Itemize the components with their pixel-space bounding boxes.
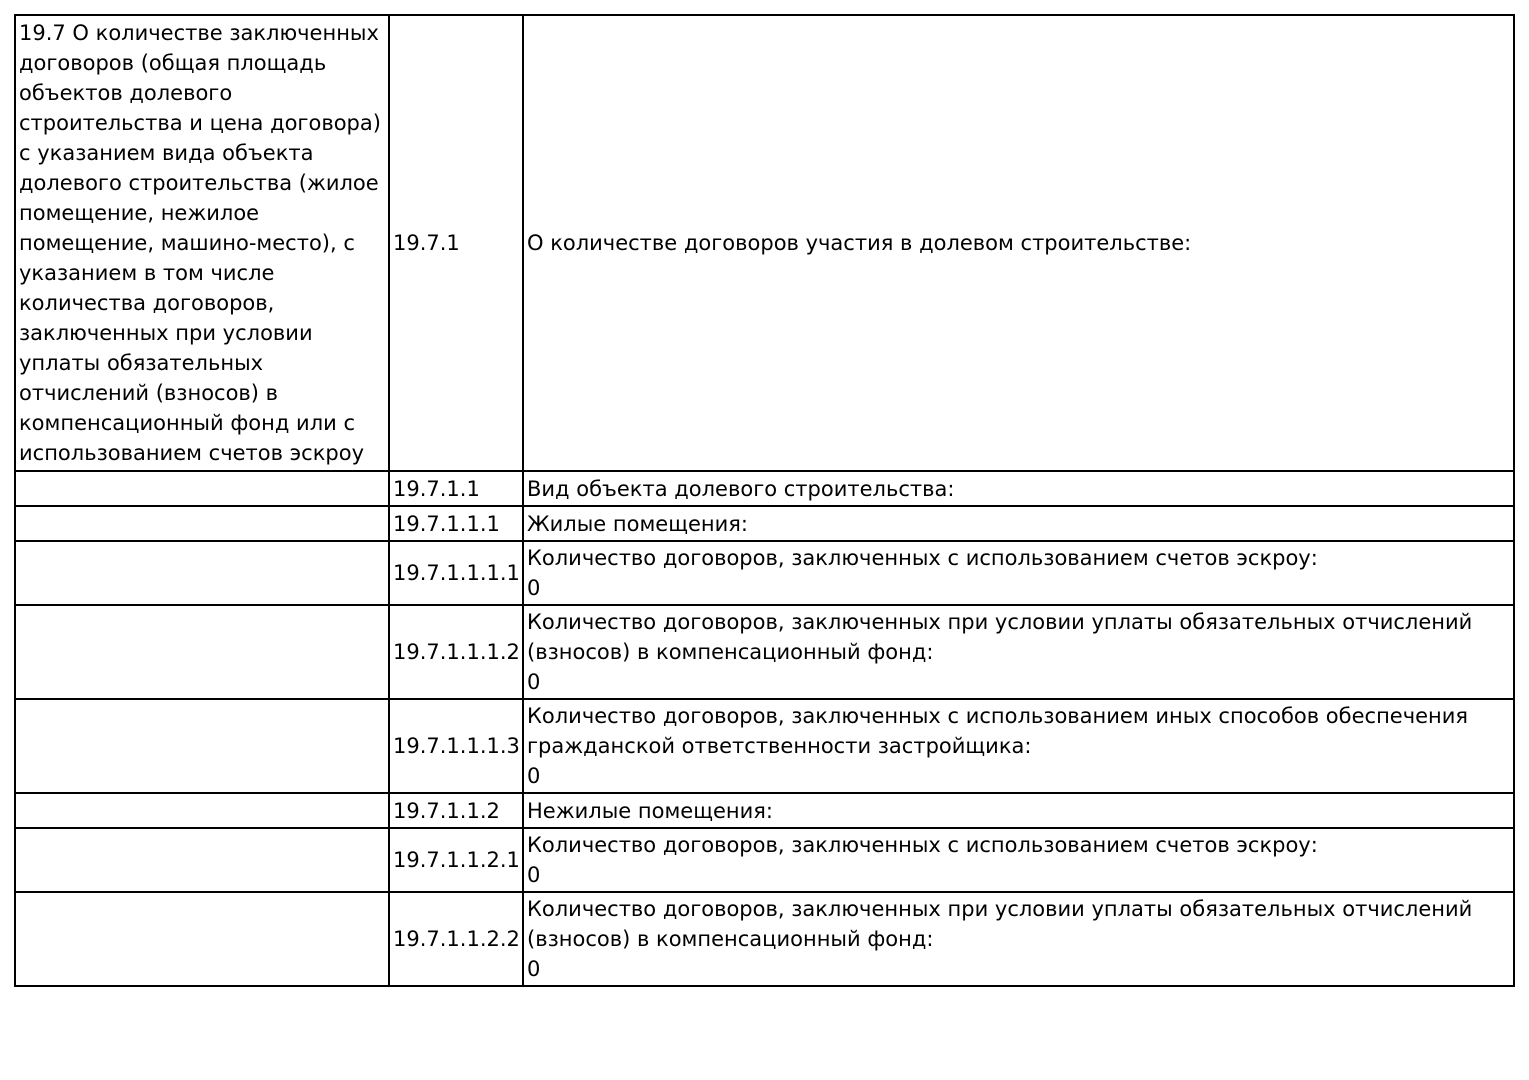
table-row: 19.7.1.1.2 Нежилые помещения: <box>14 792 1515 829</box>
empty-cell <box>14 792 390 829</box>
table-row: 19.7.1.1.1 Жилые помещения: <box>14 505 1515 542</box>
table-row: 19.7.1.1.1.2 Количество договоров, заклю… <box>14 604 1515 700</box>
item-label: Нежилые помещения: <box>527 798 774 823</box>
item-label-cell: Количество договоров, заключенных с испо… <box>522 827 1515 893</box>
empty-cell <box>14 540 390 606</box>
item-label-cell: Количество договоров, заключенных с испо… <box>522 540 1515 606</box>
item-value: 0 <box>527 764 541 788</box>
table-row: 19.7 О количестве заключенных договоров … <box>14 14 1515 472</box>
item-label-cell: Вид объекта долевого строительства: <box>522 470 1515 507</box>
item-label: О количестве договоров участия в долевом… <box>527 231 1192 255</box>
item-value: 0 <box>527 957 541 981</box>
empty-cell <box>14 604 390 700</box>
empty-cell <box>14 470 390 507</box>
item-number-cell: 19.7.1.1.2.1 <box>388 827 524 893</box>
item-label-cell: Количество договоров, заключенных с испо… <box>522 698 1515 794</box>
empty-cell <box>14 891 390 987</box>
item-number-cell: 19.7.1.1.2 <box>388 792 524 829</box>
item-label: Количество договоров, заключенных при ус… <box>527 897 1473 951</box>
item-number-cell: 19.7.1.1.1.2 <box>388 604 524 700</box>
item-number-cell: 19.7.1.1.1 <box>388 505 524 542</box>
empty-cell <box>14 505 390 542</box>
table-row: 19.7.1.1.2.2 Количество договоров, заклю… <box>14 891 1515 987</box>
item-label: Вид объекта долевого строительства: <box>527 476 955 501</box>
item-number-cell: 19.7.1 <box>388 14 524 472</box>
item-number-cell: 19.7.1.1.2.2 <box>388 891 524 987</box>
item-label-cell: Нежилые помещения: <box>522 792 1515 829</box>
empty-cell <box>14 827 390 893</box>
item-value: 0 <box>527 863 541 887</box>
table-row: 19.7.1.1 Вид объекта долевого строительс… <box>14 470 1515 507</box>
item-value: 0 <box>527 576 541 600</box>
item-number-cell: 19.7.1.1.1.3 <box>388 698 524 794</box>
item-number-cell: 19.7.1.1.1.1 <box>388 540 524 606</box>
table-row: 19.7.1.1.1.1 Количество договоров, заклю… <box>14 540 1515 606</box>
item-value: 0 <box>527 670 541 694</box>
item-label-cell: Жилые помещения: <box>522 505 1515 542</box>
item-label: Жилые помещения: <box>527 511 748 536</box>
item-label-cell: Количество договоров, заключенных при ус… <box>522 604 1515 700</box>
item-label: Количество договоров, заключенных с испо… <box>527 704 1469 758</box>
item-label: Количество договоров, заключенных с испо… <box>527 833 1318 857</box>
item-number-cell: 19.7.1.1 <box>388 470 524 507</box>
empty-cell <box>14 698 390 794</box>
item-label-cell: О количестве договоров участия в долевом… <box>522 14 1515 472</box>
declaration-table: 19.7 О количестве заключенных договоров … <box>14 14 1515 987</box>
item-label-cell: Количество договоров, заключенных при ус… <box>522 891 1515 987</box>
table-row: 19.7.1.1.1.3 Количество договоров, заклю… <box>14 698 1515 794</box>
table-row: 19.7.1.1.2.1 Количество договоров, заклю… <box>14 827 1515 893</box>
section-19-7-text: 19.7 О количестве заключенных договоров … <box>14 14 390 472</box>
item-label: Количество договоров, заключенных при ус… <box>527 610 1473 664</box>
item-label: Количество договоров, заключенных с испо… <box>527 546 1318 570</box>
